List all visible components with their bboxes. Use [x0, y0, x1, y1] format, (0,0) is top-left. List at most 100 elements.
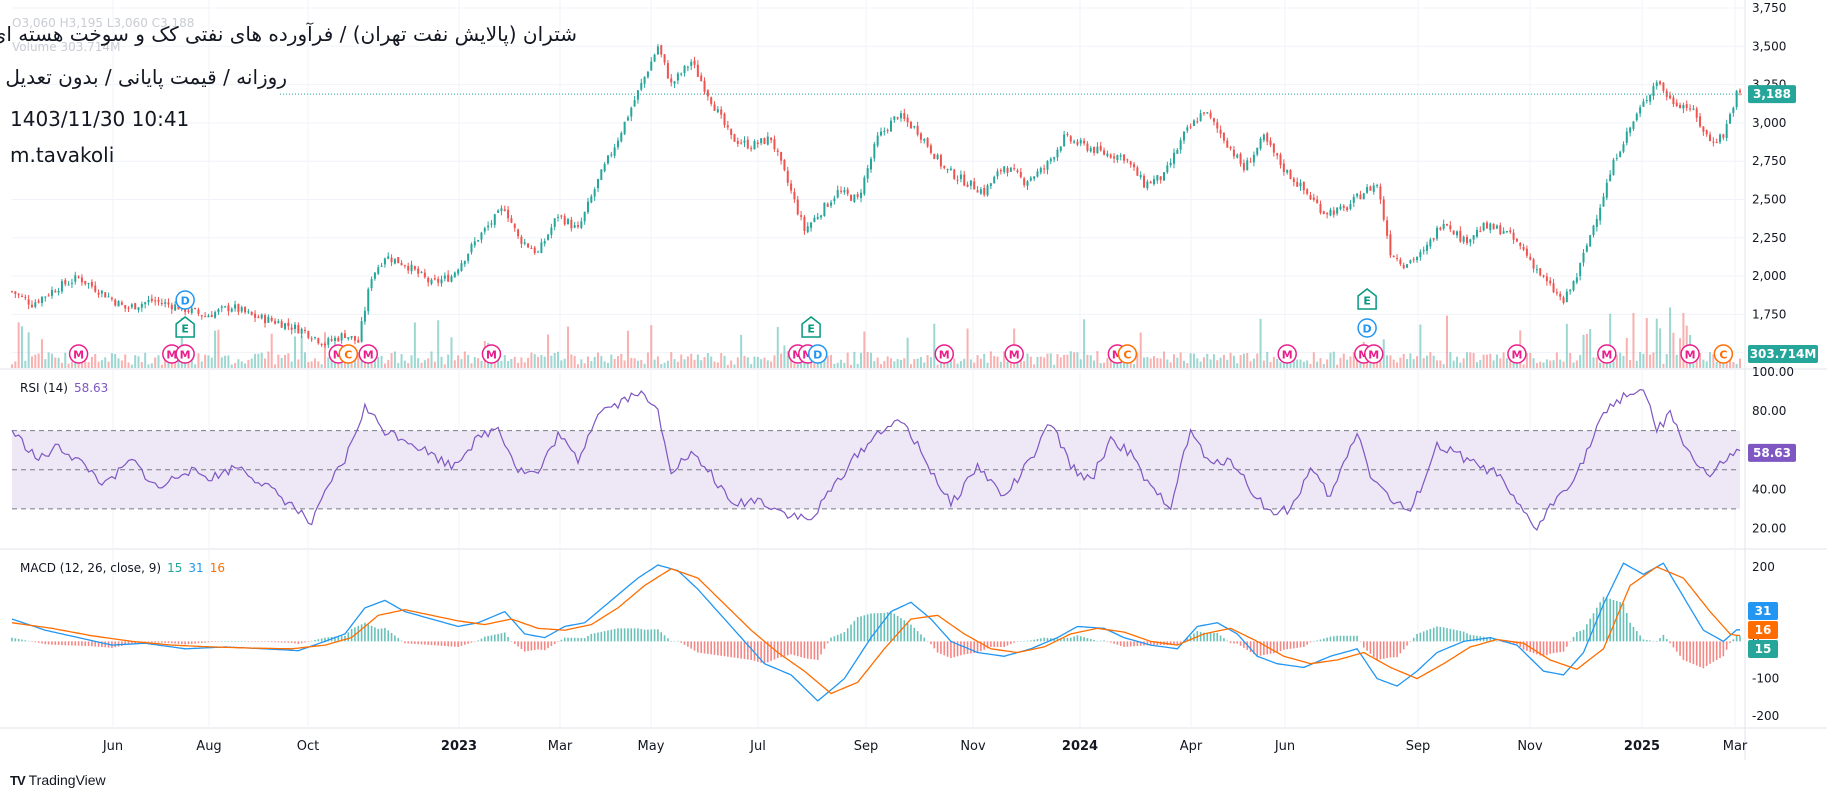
volume-bar	[850, 364, 853, 368]
volume-bar	[1482, 354, 1485, 368]
time-tick-label: Mar	[1723, 739, 1748, 754]
volume-bar	[1189, 353, 1192, 368]
macd-histogram-bar	[950, 641, 952, 659]
volume-bar	[983, 353, 986, 368]
macd-histogram-bar	[1339, 635, 1342, 642]
volume-bar	[896, 359, 899, 368]
volume-bar	[909, 364, 912, 368]
volume-bar	[953, 358, 956, 368]
volume-bar	[1159, 358, 1162, 368]
macd-histogram-bar	[1329, 636, 1332, 642]
volume-bar	[44, 359, 47, 368]
macd-histogram-bar	[1303, 641, 1305, 647]
volume-bar	[793, 363, 796, 368]
volume-bar	[870, 352, 873, 368]
macd-tick-label: -100	[1752, 672, 1779, 686]
price-candle-body	[1336, 207, 1339, 214]
volume-bar	[1296, 359, 1299, 368]
volume-bar	[1049, 353, 1052, 368]
price-candle-body	[686, 66, 689, 68]
price-candle-body	[929, 145, 932, 153]
price-candle-body	[1039, 168, 1042, 173]
macd-histogram-bar	[300, 641, 303, 644]
macd-histogram-bar	[397, 638, 400, 642]
price-tick-label: 3,500	[1752, 39, 1786, 53]
price-candle-body	[876, 135, 879, 146]
macd-histogram-bar	[1186, 638, 1189, 642]
macd-histogram-bar	[1136, 641, 1139, 647]
volume-bar	[24, 360, 27, 368]
volume-bar	[596, 352, 599, 368]
macd-histogram-bar	[913, 627, 916, 642]
macd-histogram-bar	[207, 641, 210, 643]
macd-histogram-bar	[617, 628, 619, 642]
price-candle-body	[1286, 169, 1289, 173]
price-candle-body	[1459, 230, 1462, 242]
time-tick-label: Sep	[1406, 739, 1431, 754]
price-candle-body	[280, 321, 283, 328]
macd-histogram-bar	[590, 633, 593, 642]
tradingview-brand[interactable]: TV TradingView	[10, 772, 106, 788]
price-candle-body	[320, 343, 323, 346]
macd-histogram-bar	[1645, 639, 1648, 642]
macd-histogram-bar	[976, 641, 979, 653]
volume-bar	[1679, 338, 1682, 368]
price-candle-body	[803, 216, 806, 232]
macd-histogram-bar	[1732, 639, 1735, 642]
price-candle-body	[313, 337, 316, 339]
volume-bar	[1539, 361, 1542, 368]
macd-histogram-bar	[820, 641, 822, 655]
price-candle-body	[463, 260, 466, 265]
volume-bar	[343, 358, 346, 368]
macd-histogram-bar	[1336, 635, 1338, 642]
volume-bar	[470, 363, 473, 368]
volume-bar	[959, 360, 962, 368]
volume-bar	[1103, 362, 1106, 368]
volume-bar	[926, 355, 929, 368]
macd-histogram-bar	[723, 641, 726, 657]
price-candle-body	[220, 306, 223, 308]
price-candle-body	[417, 268, 420, 274]
volume-bar	[913, 359, 916, 368]
chart-author: m.tavakoli	[10, 143, 115, 167]
volume-bar	[1056, 354, 1059, 368]
price-candle-body	[423, 272, 426, 278]
rsi-tick-label: 40.00	[1752, 482, 1786, 496]
price-candle-body	[460, 263, 463, 271]
volume-bar	[1619, 352, 1622, 368]
price-candle-body	[50, 290, 53, 296]
macd-histogram-bar	[227, 641, 230, 642]
macd-histogram-bar	[836, 634, 839, 642]
volume-bar	[587, 356, 589, 368]
macd-histogram-bar	[640, 628, 643, 642]
price-candle-body	[1522, 246, 1525, 250]
volume-bar	[899, 360, 902, 368]
price-candle-body	[1149, 181, 1152, 184]
macd-histogram-bar	[101, 641, 103, 648]
volume-bar	[1605, 359, 1608, 368]
volume-bar	[626, 330, 629, 368]
price-candle-body	[480, 232, 483, 240]
volume-bar	[1306, 360, 1309, 368]
macd-histogram-bar	[51, 641, 53, 645]
volume-bar	[250, 358, 253, 368]
macd-histogram-bar	[1452, 629, 1455, 642]
price-candle-body	[1439, 227, 1442, 230]
volume-bar	[1439, 360, 1442, 368]
volume-bar	[1319, 358, 1322, 368]
time-tick-label: Aug	[196, 739, 221, 754]
macd-histogram-bar	[1223, 638, 1225, 642]
macd-histogram-bar	[1512, 641, 1515, 644]
volume-bar	[1662, 363, 1665, 368]
macd-histogram-bar	[550, 641, 553, 647]
volume-bar	[387, 359, 390, 368]
volume-bar	[1069, 351, 1072, 368]
price-candle-body	[906, 117, 909, 123]
macd-histogram-bar	[357, 625, 360, 642]
macd-histogram-bar	[1259, 641, 1262, 656]
volume-bar	[1063, 354, 1066, 368]
volume-bar	[180, 317, 183, 368]
macd-histogram-bar	[1496, 641, 1498, 642]
event-m-label: M	[363, 349, 374, 362]
